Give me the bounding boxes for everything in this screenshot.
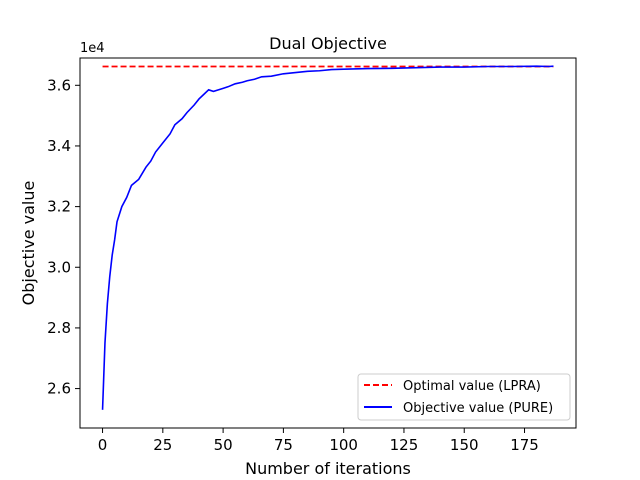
y-offset-label: 1e4 [80,41,105,56]
legend-label-optimal: Optimal value (LPRA) [403,379,541,394]
x-tick-label: 50 [214,436,233,454]
x-tick-label: 100 [329,436,358,454]
legend-label-pure: Objective value (PURE) [403,401,553,416]
y-tick-label: 2.8 [47,319,71,337]
y-tick-label: 2.6 [47,380,71,398]
series-line-1 [101,65,554,410]
legend: Optimal value (LPRA) Objective value (PU… [357,373,571,421]
x-tick-label: 0 [98,436,108,454]
plot-frame [79,57,577,429]
plot-area [101,65,554,410]
x-axis: 0 25 50 75 100 125 150 175 [98,428,539,454]
x-tick-label: 25 [153,436,172,454]
chart-title: Dual Objective [269,34,387,53]
x-axis-label: Number of iterations [245,459,411,478]
y-axis: 2.6 2.8 3.0 3.2 3.4 3.6 [47,76,80,398]
x-tick-label: 175 [510,436,539,454]
legend-box [357,373,571,421]
y-tick-label: 3.0 [47,258,71,276]
y-tick-label: 3.6 [47,76,71,94]
y-axis-label: Objective value [19,181,38,306]
x-tick-label: 125 [390,436,419,454]
y-tick-label: 3.4 [47,137,71,155]
x-tick-label: 75 [274,436,293,454]
y-tick-label: 3.2 [47,198,71,216]
x-tick-label: 150 [450,436,479,454]
